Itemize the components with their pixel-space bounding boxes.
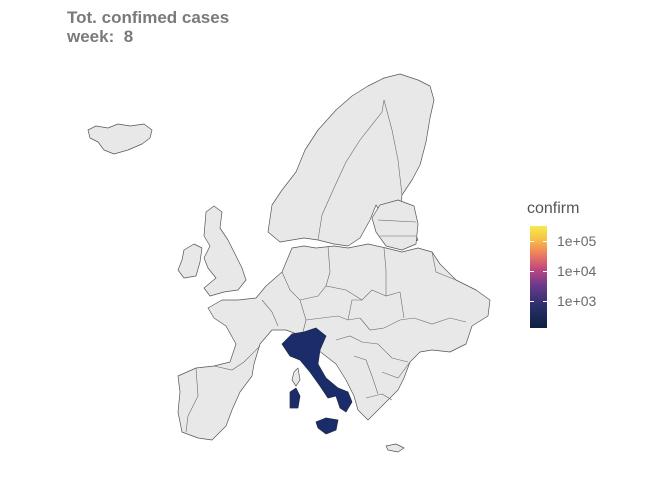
country-italy [281, 327, 353, 413]
country-mainland-europe [177, 243, 491, 441]
legend-tick-mark [530, 271, 534, 272]
country-corsica [291, 367, 301, 387]
country-crete [385, 443, 405, 453]
country-italy-sardinia [289, 387, 301, 409]
country-baltics [371, 199, 419, 251]
legend-tick-mark [543, 301, 547, 302]
country-iceland [87, 123, 153, 155]
legend-tick-label: 1e+04 [557, 263, 597, 279]
country-italy-sicily [315, 417, 339, 435]
country-great-britain [203, 205, 247, 297]
legend-title: confirm [527, 200, 580, 217]
legend-tick-mark [530, 241, 534, 242]
legend-tick-mark [543, 241, 547, 242]
map-title: Tot. confimed cases week: 8 [67, 8, 229, 46]
title-line-2: week: 8 [67, 27, 134, 46]
legend-tick-label: 1e+03 [557, 293, 597, 309]
legend-colorbar [530, 226, 547, 328]
legend-tick-label: 1e+05 [557, 233, 597, 249]
legend-tick-mark [543, 271, 547, 272]
title-line-1: Tot. confimed cases [67, 8, 230, 27]
country-ireland [177, 243, 203, 279]
legend-tick-mark [530, 301, 534, 302]
